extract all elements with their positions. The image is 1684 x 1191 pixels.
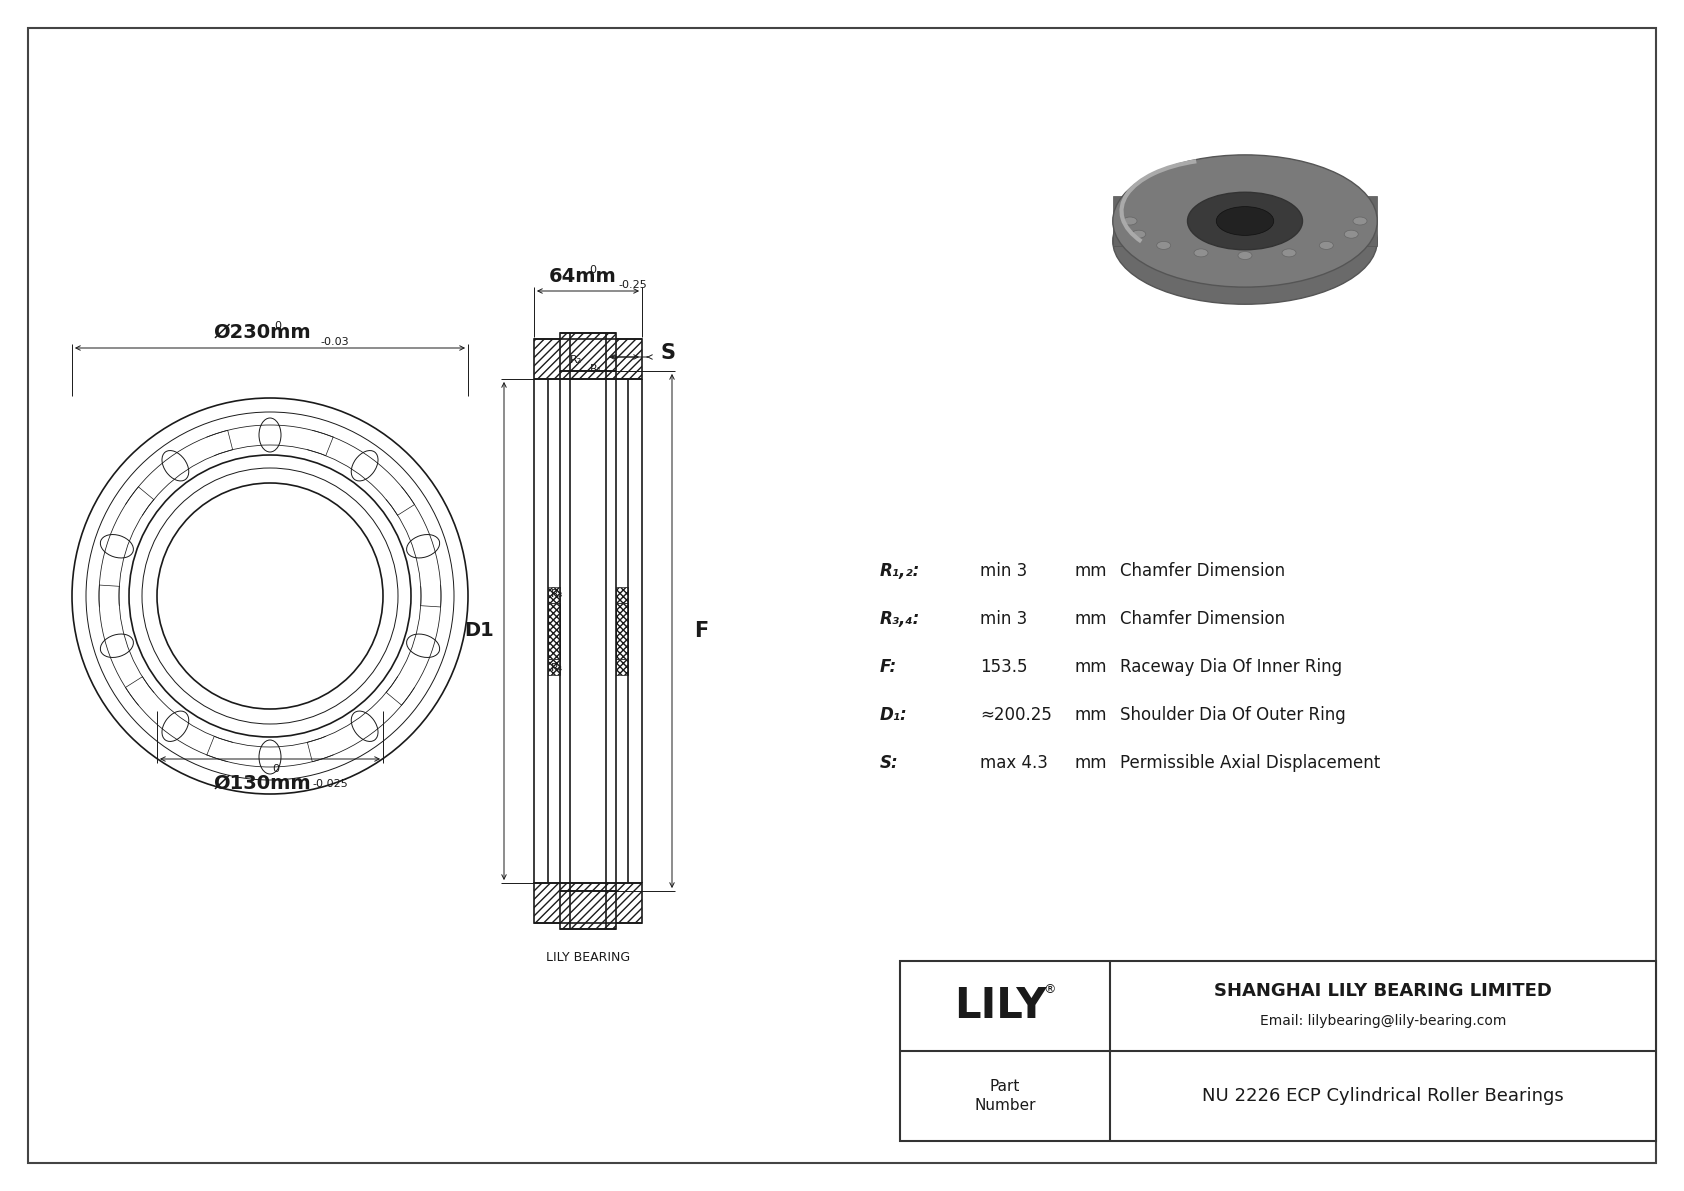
Text: 0: 0: [274, 322, 281, 331]
Ellipse shape: [1282, 249, 1297, 257]
Text: R₃,₄:: R₃,₄:: [881, 610, 919, 628]
Bar: [561, 333, 616, 372]
Text: S: S: [660, 343, 675, 363]
Text: D1: D1: [465, 622, 493, 641]
Bar: [534, 883, 642, 923]
Bar: [1113, 197, 1378, 247]
Text: 0: 0: [273, 763, 280, 774]
Text: max 4.3: max 4.3: [980, 754, 1047, 772]
Ellipse shape: [1216, 206, 1273, 236]
Text: R₁: R₁: [589, 364, 603, 374]
Text: LILY BEARING: LILY BEARING: [546, 950, 630, 964]
Ellipse shape: [1123, 217, 1137, 225]
Text: R₄: R₄: [551, 663, 562, 673]
Bar: [547, 659, 561, 675]
Text: NU 2226 ECP Cylindrical Roller Bearings: NU 2226 ECP Cylindrical Roller Bearings: [1202, 1087, 1564, 1105]
Text: mm: mm: [1074, 706, 1108, 724]
Text: ≈200.25: ≈200.25: [980, 706, 1052, 724]
Text: Email: lilybearing@lily-bearing.com: Email: lilybearing@lily-bearing.com: [1260, 1014, 1505, 1028]
Text: SHANGHAI LILY BEARING LIMITED: SHANGHAI LILY BEARING LIMITED: [1214, 983, 1553, 1000]
Text: Part
Number: Part Number: [975, 1079, 1036, 1114]
Text: 0: 0: [589, 266, 596, 275]
Bar: [616, 587, 628, 603]
Text: Permissible Axial Displacement: Permissible Axial Displacement: [1120, 754, 1381, 772]
Bar: [547, 587, 561, 603]
Text: R₂: R₂: [569, 355, 583, 364]
Text: R₃: R₃: [551, 590, 564, 599]
Text: -0.25: -0.25: [618, 280, 647, 289]
Text: Chamfer Dimension: Chamfer Dimension: [1120, 610, 1285, 628]
Ellipse shape: [1113, 155, 1378, 287]
Ellipse shape: [1187, 192, 1302, 250]
Bar: [561, 891, 616, 929]
Text: S:: S:: [881, 754, 899, 772]
Ellipse shape: [1132, 230, 1145, 238]
Text: F: F: [694, 621, 709, 641]
Text: mm: mm: [1074, 610, 1108, 628]
Text: Ø230mm: Ø230mm: [214, 323, 312, 342]
Text: Shoulder Dia Of Outer Ring: Shoulder Dia Of Outer Ring: [1120, 706, 1346, 724]
Bar: [616, 659, 628, 675]
Text: D₁:: D₁:: [881, 706, 908, 724]
Text: LILY: LILY: [953, 985, 1046, 1027]
Bar: [534, 339, 642, 379]
Text: ®: ®: [1042, 984, 1056, 997]
Ellipse shape: [1344, 230, 1359, 238]
Text: Chamfer Dimension: Chamfer Dimension: [1120, 562, 1285, 580]
Text: R₁,₂:: R₁,₂:: [881, 562, 919, 580]
Ellipse shape: [1194, 249, 1207, 257]
Text: mm: mm: [1074, 562, 1108, 580]
Text: Raceway Dia Of Inner Ring: Raceway Dia Of Inner Ring: [1120, 657, 1342, 676]
Ellipse shape: [1319, 242, 1334, 249]
Text: min 3: min 3: [980, 562, 1027, 580]
Text: -0.03: -0.03: [320, 337, 349, 347]
Ellipse shape: [1238, 251, 1251, 260]
Text: -0.025: -0.025: [312, 779, 349, 788]
Ellipse shape: [1352, 217, 1367, 225]
Bar: [547, 603, 561, 659]
Text: mm: mm: [1074, 657, 1108, 676]
Text: min 3: min 3: [980, 610, 1027, 628]
Text: F:: F:: [881, 657, 898, 676]
Text: mm: mm: [1074, 754, 1108, 772]
Ellipse shape: [1157, 242, 1170, 249]
Text: 153.5: 153.5: [980, 657, 1027, 676]
Bar: [899, 961, 1655, 1141]
Ellipse shape: [1113, 177, 1378, 304]
Text: Ø130mm: Ø130mm: [214, 774, 312, 793]
Text: 64mm: 64mm: [549, 267, 616, 286]
Bar: [616, 603, 628, 659]
